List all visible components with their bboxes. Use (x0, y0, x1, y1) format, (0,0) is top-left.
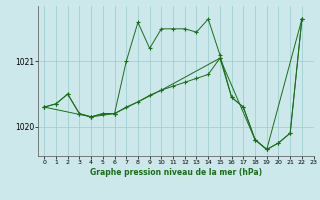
X-axis label: Graphe pression niveau de la mer (hPa): Graphe pression niveau de la mer (hPa) (90, 168, 262, 177)
